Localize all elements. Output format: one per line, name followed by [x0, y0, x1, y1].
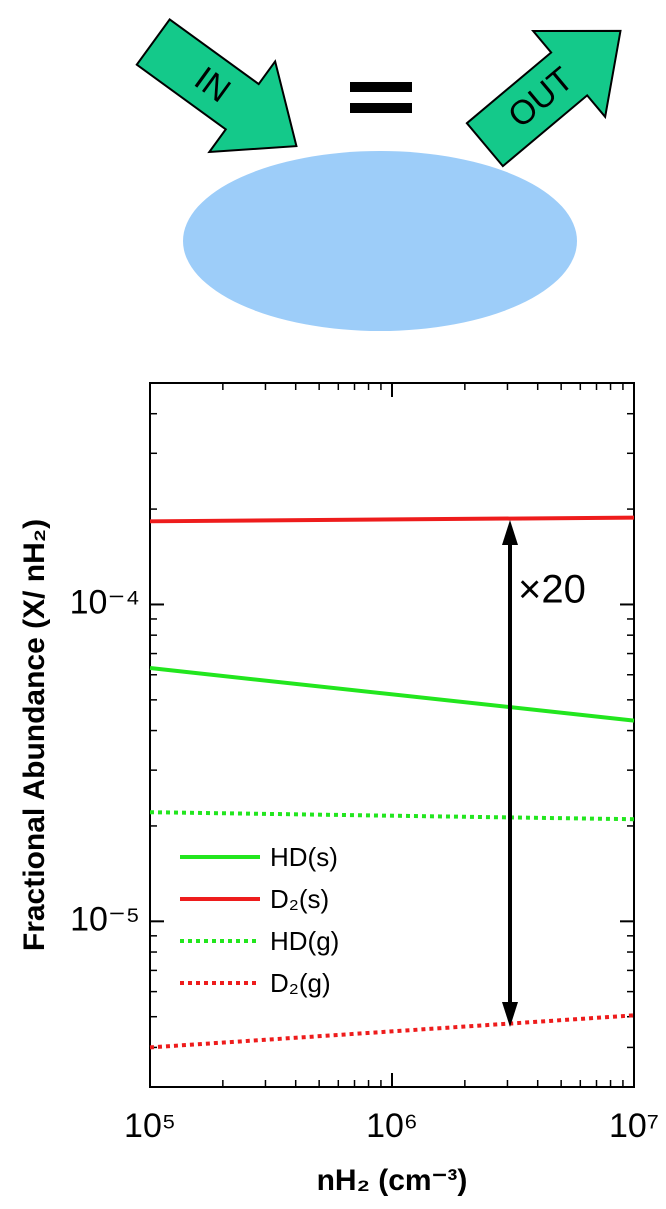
arrow-head: [502, 1002, 518, 1027]
legend-label: HD(s): [270, 842, 338, 872]
series-line: [149, 666, 635, 723]
y-tick-label: 10⁻⁴: [70, 583, 140, 621]
in-arrow: IN: [135, 17, 298, 154]
x-tick-label: 10⁷: [609, 1107, 659, 1145]
series-line: [149, 810, 635, 822]
x-tick-label: 10⁶: [366, 1107, 418, 1145]
x-tick-label: 10⁵: [124, 1107, 176, 1145]
y-tick-label: 10⁻⁵: [70, 900, 140, 938]
legend-label: D₂(g): [270, 968, 331, 998]
y-axis-label: Fractional Abundance (X/ nH₂): [18, 519, 51, 951]
cloud: [183, 151, 577, 331]
out-arrow: OUT: [465, 29, 622, 168]
equals-bar: [350, 103, 412, 113]
diagram: IN OUT: [135, 17, 622, 331]
series-line: [149, 1013, 635, 1050]
legend-label: HD(g): [270, 926, 339, 956]
series-line: [149, 515, 635, 524]
arrow-head: [502, 520, 518, 545]
equals-bar: [350, 82, 412, 92]
x-axis-label: nH₂ (cm⁻³): [317, 1164, 468, 1197]
annotation: ×20: [518, 568, 586, 612]
legend-label: D₂(s): [270, 884, 329, 914]
chart: nH₂ (cm⁻³) Fractional Abundance (X/ nH₂)…: [18, 382, 659, 1197]
arrow-shape: [465, 29, 622, 168]
arrow-shape: [135, 17, 298, 154]
